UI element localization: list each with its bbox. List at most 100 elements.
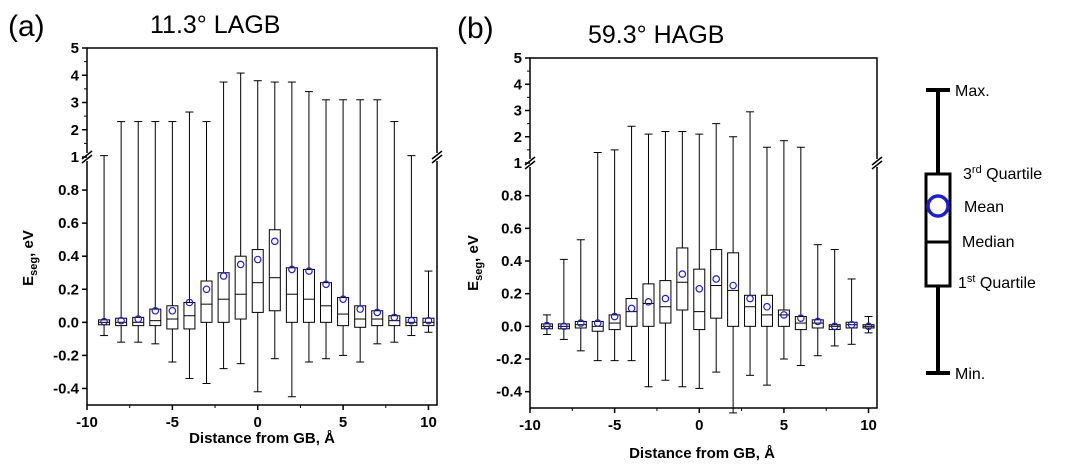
x-tick-label: 0 [695, 417, 703, 434]
box-item [200, 121, 213, 385]
mean-marker [151, 306, 160, 315]
iqr-box [710, 249, 723, 319]
y-tick-label: -0.4 [53, 380, 80, 397]
iqr-box [744, 294, 757, 327]
box-item [234, 72, 247, 365]
iqr-box [217, 272, 230, 323]
box-item [642, 133, 655, 388]
mean-marker [322, 280, 330, 289]
mean-marker [339, 295, 347, 303]
axis-break-mark [871, 160, 883, 170]
y-tick-label: 1 [514, 155, 522, 172]
mean-marker [356, 305, 364, 313]
iqr-box [251, 249, 264, 313]
mean-marker [117, 316, 125, 325]
box-item [285, 81, 298, 398]
mean-marker [185, 298, 194, 307]
legend-mean-label: Mean [964, 199, 1004, 216]
y-tick-label: 2 [71, 122, 79, 139]
mean-marker [219, 272, 228, 280]
box-item [354, 99, 367, 363]
box-item [710, 123, 723, 373]
mean-marker [864, 322, 873, 331]
box-item [777, 140, 790, 360]
y-axis-label: Eseg, eV [20, 230, 40, 286]
y-tick-label: 5 [71, 40, 79, 57]
iqr-box [693, 268, 706, 331]
legend-q1-label: 1st Quartile [958, 273, 1036, 292]
box-item [302, 91, 315, 363]
iqr-box [268, 229, 281, 312]
legend-max-label: Max. [955, 83, 990, 100]
axis-break-mark [871, 156, 883, 166]
box-item [422, 270, 435, 333]
box-item [371, 99, 384, 345]
axis-break-mark [431, 154, 443, 164]
iqr-box [760, 294, 773, 327]
y-tick-label: 2 [514, 129, 522, 146]
panel-label: (b) [457, 12, 494, 45]
iqr-box [727, 252, 740, 327]
box-item [98, 155, 111, 337]
legend-median-label: Median [962, 234, 1014, 251]
mean-marker [661, 294, 670, 303]
mean-marker [746, 294, 754, 303]
box-item [811, 244, 824, 357]
mean-marker [729, 281, 737, 290]
y-tick-label: 0.2 [58, 281, 79, 298]
box-item [828, 249, 841, 347]
y-tick-label: 0.0 [501, 318, 522, 335]
x-tick-label: -5 [166, 414, 179, 431]
mean-marker [813, 317, 822, 326]
x-tick-label: 5 [339, 414, 347, 431]
iqr-box [302, 268, 315, 323]
iqr-box [149, 308, 162, 327]
iqr-box [166, 305, 179, 330]
y-tick-label: 0.6 [501, 220, 522, 237]
mean-marker [644, 298, 653, 306]
axis-break-gap [432, 153, 442, 161]
mean-marker [390, 313, 399, 322]
box-item [166, 121, 179, 363]
box-item [268, 81, 281, 360]
mean-marker [830, 322, 839, 331]
x-axis-label: Distance from GB, Å [189, 430, 335, 447]
mean-marker [305, 267, 313, 275]
box-item [540, 314, 553, 335]
axis-break-mark [81, 154, 93, 164]
box-item [608, 149, 621, 362]
mean-marker [202, 285, 211, 294]
axis-break-gap [872, 159, 882, 167]
mean-marker [560, 322, 568, 331]
mean-marker [253, 255, 262, 264]
panel-title: 11.3° LAGB [150, 11, 280, 39]
iqr-box [234, 255, 247, 320]
mean-marker [134, 315, 143, 323]
iqr-box [132, 316, 145, 327]
mean-marker [576, 319, 585, 327]
y-tick-label: -0.2 [496, 351, 522, 368]
iqr-box [828, 324, 841, 331]
iqr-box [285, 267, 298, 323]
mean-marker [373, 308, 382, 317]
mean-marker [763, 302, 771, 311]
box-item [149, 121, 162, 345]
box-item [320, 99, 333, 360]
mean-marker [847, 320, 856, 329]
panel-title: 59.3° HAGB [588, 21, 724, 49]
y-tick-label: -0.2 [53, 347, 79, 364]
box-item [862, 316, 875, 334]
box-item [659, 131, 672, 381]
box-item [591, 152, 604, 362]
y-tick-label: 0.0 [58, 314, 79, 331]
box-item [405, 155, 418, 337]
legend-q3-label: 3rd Quartile [963, 164, 1042, 183]
x-tick-label: 0 [254, 414, 262, 431]
legend-min-label: Min. [955, 366, 985, 383]
box-legend: Max. 3rd Quartile Mean Median 1st Quartile Mi… [924, 83, 1042, 383]
y-axis-label: Eseg, eV [465, 235, 485, 291]
panel-a: -0.4 -0.2 0.0 0.2 0.4 0.6 0.8 1 2 3 4 5 -10 -5 0 5 10 (a)… [8, 10, 443, 447]
x-axis-label: Distance from GB, Å [629, 445, 775, 462]
mean-marker [424, 316, 433, 325]
x-tick-label: -5 [608, 417, 621, 434]
